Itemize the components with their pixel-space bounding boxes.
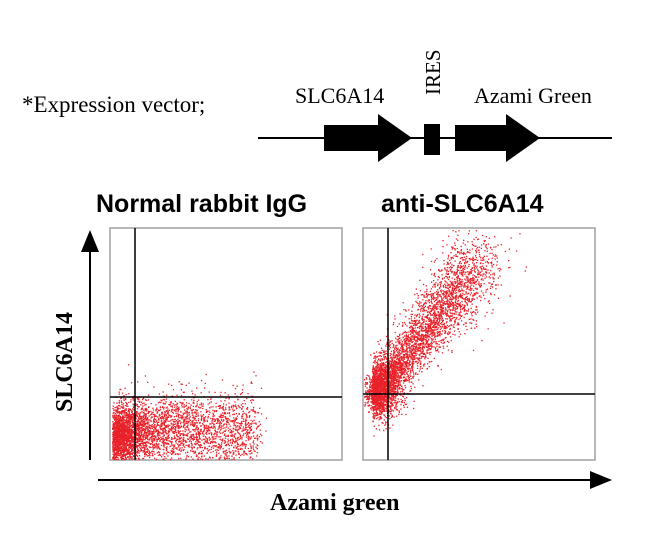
vector-element-ires: IRES: [421, 49, 445, 95]
y-axis-label: SLC6A14: [52, 312, 78, 412]
vector-label: *Expression vector;: [22, 92, 205, 117]
x-axis-label: Azami green: [270, 490, 400, 516]
panel-title-normal-igg: Normal rabbit IgG: [96, 190, 307, 218]
slc6a14-gene-arrow: [324, 114, 412, 162]
x-axis-arrowhead: [590, 471, 612, 489]
vector-element-azami-green: Azami Green: [474, 83, 592, 108]
ires-element-block: [424, 124, 440, 155]
y-axis-arrowhead: [81, 230, 99, 252]
dot-plot-normal-igg: [109, 227, 343, 461]
panel-title-anti-slc6a14: anti-SLC6A14: [381, 190, 544, 218]
dot-plot-anti-slc6a14: [362, 227, 596, 461]
scatter-dots-anti-slc6a14: [364, 230, 528, 437]
azami-green-gene-arrow: [455, 114, 540, 162]
scatter-dots-normal-igg: [112, 364, 268, 461]
vector-element-slc6a14: SLC6A14: [295, 83, 384, 108]
plot-frame-anti-slc6a14: [362, 227, 596, 461]
